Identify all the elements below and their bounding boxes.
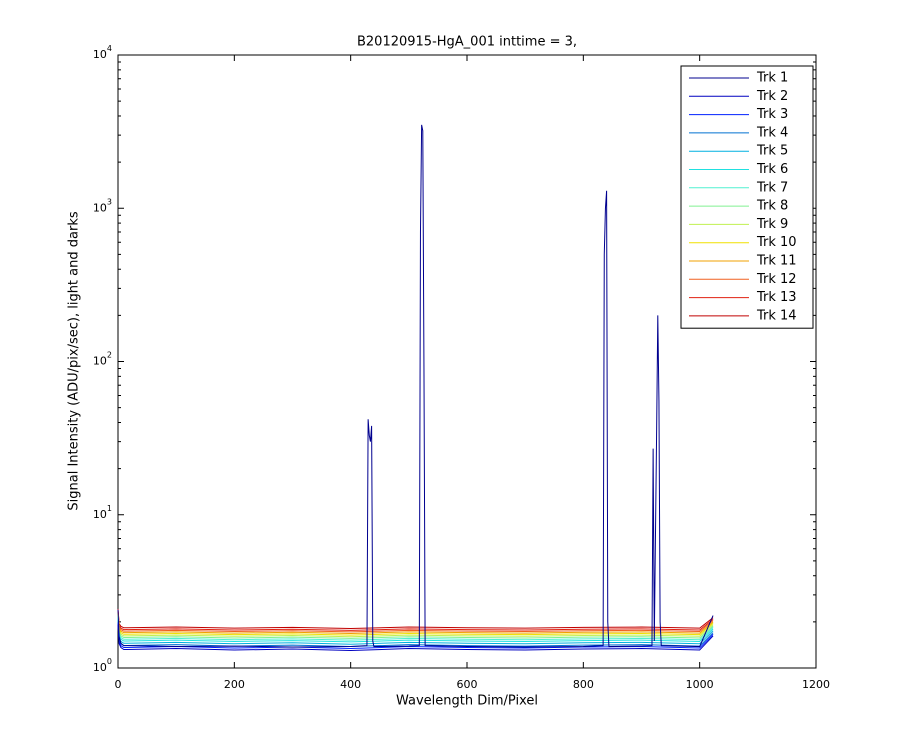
series-line <box>117 617 714 641</box>
legend-label: Trk 5 <box>756 144 788 159</box>
legend-label: Trk 3 <box>756 107 788 122</box>
series-line <box>117 616 714 639</box>
chart-title: B20120915-HgA_001 inttime = 3, <box>357 35 577 50</box>
legend-label: Trk 12 <box>756 272 797 287</box>
series-line <box>117 613 714 636</box>
y-tick-label: 102 <box>93 350 112 368</box>
x-tick-label: 1200 <box>802 678 830 691</box>
legend-label: Trk 2 <box>756 89 788 104</box>
series-line <box>117 620 714 645</box>
series-line <box>117 611 714 633</box>
legend-label: Trk 7 <box>756 180 788 195</box>
series-line <box>117 124 714 648</box>
x-tick-label: 0 <box>115 678 122 691</box>
series-line <box>117 618 714 643</box>
legend-label: Trk 14 <box>756 308 797 323</box>
x-tick-label: 1000 <box>686 678 714 691</box>
y-axis-title: Signal Intensity (ADU/pix/sec), light an… <box>67 211 82 510</box>
y-tick-label: 101 <box>93 503 112 521</box>
legend-label: Trk 1 <box>756 71 788 86</box>
x-tick-label: 200 <box>224 678 245 691</box>
legend-label: Trk 10 <box>756 235 797 250</box>
x-tick-label: 800 <box>573 678 594 691</box>
x-tick-label: 600 <box>457 678 478 691</box>
x-axis-title: Wavelength Dim/Pixel <box>396 694 538 709</box>
series-line <box>117 608 714 630</box>
series-line <box>117 624 714 652</box>
legend-label: Trk 8 <box>756 199 788 214</box>
y-tick-label: 100 <box>93 657 112 675</box>
x-tick-label: 400 <box>340 678 361 691</box>
series-line <box>117 614 714 638</box>
legend-label: Trk 4 <box>756 125 788 140</box>
series-line <box>117 610 714 631</box>
y-tick-label: 103 <box>93 197 112 215</box>
legend-label: Trk 6 <box>756 162 788 177</box>
legend-box <box>680 65 814 329</box>
y-tick-label: 104 <box>93 44 112 62</box>
legend-label: Trk 11 <box>756 254 797 269</box>
series-line <box>117 612 714 634</box>
legend-label: Trk 13 <box>756 290 797 305</box>
legend-label: Trk 9 <box>756 217 788 232</box>
